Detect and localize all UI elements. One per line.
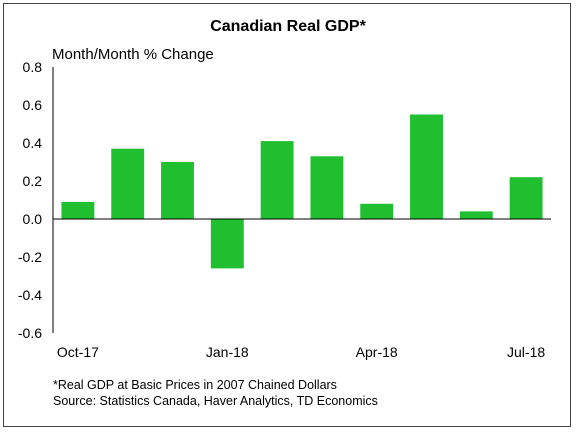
bar-Mar-18	[310, 156, 344, 219]
x-tick-label: Jul-18	[507, 344, 545, 360]
bar-Nov-17	[111, 148, 145, 219]
bar-Jul-18	[509, 177, 543, 219]
y-tick-label: -0.2	[18, 249, 42, 265]
y-axis-unit-label: Month/Month % Change	[52, 46, 214, 63]
footnote-text: *Real GDP at Basic Prices in 2007 Chaine…	[53, 378, 337, 392]
bar-Oct-17	[61, 201, 95, 219]
bar-Feb-18	[260, 141, 294, 219]
bar-May-18	[410, 114, 443, 219]
y-axis: 0.8 0.6 0.4 0.2 0.0 -0.2 -0.4 -0.6	[18, 59, 42, 341]
axes-lines	[52, 67, 551, 333]
x-tick-label: Oct-17	[57, 344, 99, 360]
bar-Dec-17	[161, 162, 194, 219]
bar-series	[61, 114, 543, 269]
bar-Apr-18	[360, 203, 394, 219]
y-tick-label: 0.0	[23, 211, 43, 227]
x-axis: Oct-17 Jan-18 Apr-18 Jul-18	[57, 344, 545, 360]
x-tick-label: Apr-18	[356, 344, 398, 360]
bar-Jan-18	[210, 219, 244, 269]
bar-Jun-18	[459, 211, 493, 219]
y-tick-label: 0.2	[23, 173, 43, 189]
chart-title: Canadian Real GDP*	[210, 18, 366, 35]
x-tick-label: Jan-18	[206, 344, 249, 360]
source-text: Source: Statistics Canada, Haver Analyti…	[53, 394, 378, 408]
y-tick-label: 0.6	[23, 97, 43, 113]
y-tick-label: -0.4	[18, 287, 42, 303]
y-tick-label: -0.6	[18, 325, 42, 341]
y-tick-label: 0.8	[23, 59, 43, 75]
y-tick-label: 0.4	[23, 135, 43, 151]
